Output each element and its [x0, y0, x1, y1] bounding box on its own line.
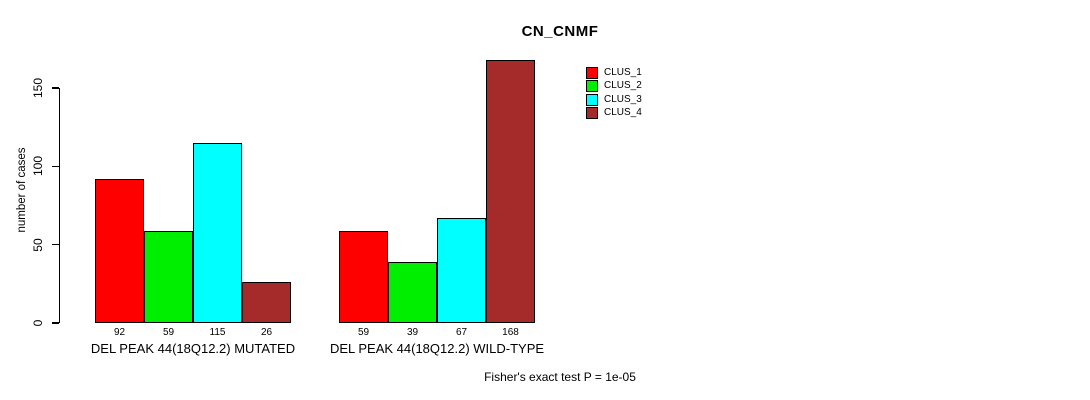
group-label: DEL PEAK 44(18Q12.2) MUTATED [90, 341, 296, 356]
y-axis-line [58, 88, 60, 323]
legend-item-clus_3: CLUS_3 [586, 93, 642, 106]
legend-item-clus_1: CLUS_1 [586, 67, 642, 79]
bar-value-label: 39 [406, 327, 419, 338]
bar-clus_4-group1 [242, 282, 291, 323]
y-axis-tick [51, 322, 59, 324]
legend-swatch-clus_4 [586, 106, 598, 119]
bar-clus_1-group2 [339, 230, 388, 323]
y-axis-tick-label: 150 [31, 78, 45, 99]
y-axis-tick-label: 100 [31, 156, 45, 177]
legend-swatch-clus_3 [586, 93, 598, 106]
bar-value-label: 92 [113, 327, 126, 338]
bar-value-label: 168 [502, 327, 519, 338]
legend-swatch-clus_1 [586, 67, 598, 79]
y-axis-tick [51, 87, 59, 89]
legend-swatch-clus_2 [586, 80, 598, 93]
y-axis-tick-label: 0 [31, 319, 45, 327]
bar-value-label: 59 [162, 327, 175, 338]
y-axis-tick-label: 50 [31, 238, 45, 252]
bar-clus_3-group2 [437, 218, 486, 323]
legend-item-clus_4: CLUS_4 [586, 106, 642, 119]
bar-value-label: 59 [357, 327, 370, 338]
group-label: DEL PEAK 44(18Q12.2) WILD-TYPE [329, 341, 545, 356]
legend-label: CLUS_4 [604, 106, 642, 118]
bar-value-label: 26 [260, 327, 273, 338]
bar-clus_4-group2 [486, 59, 535, 323]
legend-label: CLUS_3 [604, 93, 642, 105]
bar-value-label: 115 [209, 327, 226, 338]
bar-value-label: 67 [455, 327, 468, 338]
legend-label: CLUS_2 [604, 80, 642, 92]
bar-clus_2-group1 [144, 230, 193, 323]
y-axis-tick [51, 243, 59, 246]
legend-item-clus_2: CLUS_2 [586, 80, 642, 93]
legend: CLUS_1 CLUS_2 CLUS_3 CLUS_4 [586, 67, 642, 120]
bar-clus_2-group2 [388, 261, 437, 323]
bar-clus_3-group1 [193, 142, 242, 323]
y-axis-tick [51, 165, 59, 168]
bar-clus_1-group1 [95, 178, 144, 323]
fisher-test-note: Fisher's exact test P = 1e-05 [484, 370, 636, 384]
chart-title: CN_CNMF [521, 23, 599, 40]
legend-label: CLUS_1 [604, 67, 642, 78]
